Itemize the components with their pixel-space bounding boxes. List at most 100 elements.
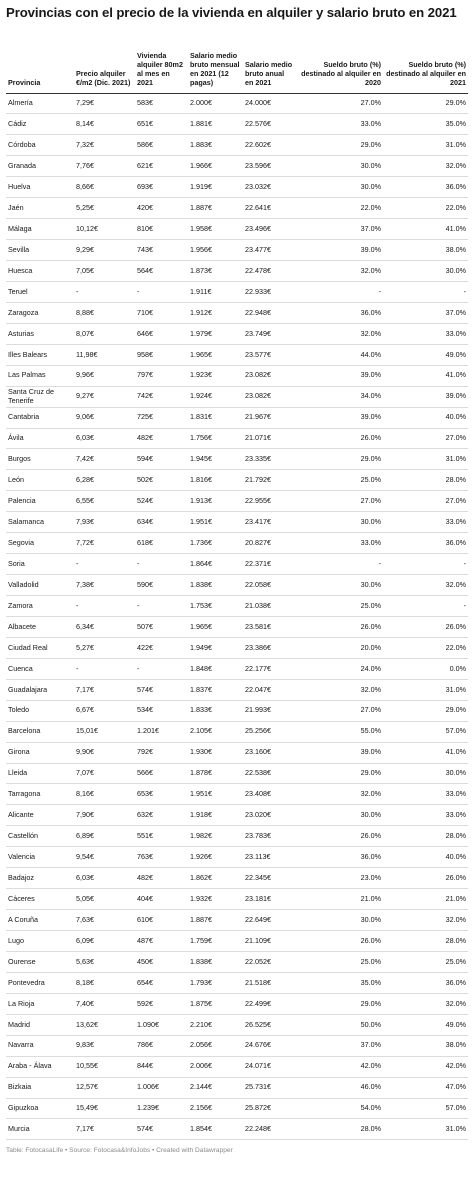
table-row: Zaragoza 8,88€ 710€ 1.912€ 22.948€ 36.0% 37.0% — [6, 302, 468, 324]
cell-sueldo-2021: 49.0% — [383, 1014, 468, 1036]
cell-salario-anual: 20.827€ — [243, 532, 295, 555]
footer-separator: • — [63, 1147, 70, 1155]
cell-vivienda-alquiler: 646€ — [135, 323, 188, 345]
cell-vivienda-alquiler: - — [135, 281, 188, 303]
cell-salario-anual: 22.641€ — [243, 197, 295, 220]
cell-salario-anual: 21.109€ — [243, 930, 295, 952]
cell-provincia: Jaén — [6, 197, 74, 220]
cell-salario-mensual: 1.854€ — [188, 1118, 243, 1141]
cell-provincia: Zamora — [6, 595, 74, 617]
cell-vivienda-alquiler: 743€ — [135, 239, 188, 261]
cell-sueldo-2021: 30.0% — [383, 260, 468, 282]
cell-salario-mensual: 1.887€ — [188, 197, 243, 220]
cell-salario-anual: 23.496€ — [243, 218, 295, 241]
table-row: Bizkaia 12,57€ 1.006€ 2.144€ 25.731€ 46.0% 47.… — [6, 1077, 468, 1099]
cell-precio-alquiler: 5,05€ — [74, 888, 135, 911]
cell-salario-anual: 23.386€ — [243, 637, 295, 659]
column-header-provincia[interactable]: Provincia — [6, 26, 74, 94]
cell-sueldo-2021: 41.0% — [383, 218, 468, 241]
cell-sueldo-2020: 24.0% — [295, 658, 383, 680]
cell-sueldo-2021: 30.0% — [383, 763, 468, 785]
footer-created: Created with Datawrapper — [156, 1147, 233, 1155]
cell-salario-mensual: 1.949€ — [188, 637, 243, 659]
table-row: Cuenca - -1.848€ 22.177€ 24.0% 0.0% — [6, 658, 468, 680]
cell-sueldo-2021: 47.0% — [383, 1077, 468, 1099]
cell-provincia: Barcelona — [6, 721, 74, 743]
cell-salario-anual: 21.071€ — [243, 428, 295, 450]
table-header: Provincia Precio alquiler €/m2 (Dic. 202… — [6, 26, 468, 94]
cell-sueldo-2021: 40.0% — [383, 407, 468, 429]
table-row: Teruel - -1.911€ 22.933€ - - — [6, 281, 468, 303]
cell-sueldo-2021: 31.0% — [383, 134, 468, 157]
table-row: Guadalajara 7,17€ 574€ 1.837€ 22.047€ 32.0% 31… — [6, 679, 468, 701]
cell-sueldo-2021: 28.0% — [383, 930, 468, 952]
cell-vivienda-alquiler: 507€ — [135, 616, 188, 638]
cell-salario-anual: 26.525€ — [243, 1014, 295, 1036]
column-header-salario-anual[interactable]: Salario medio bruto anual en 2021 — [243, 26, 295, 94]
column-header-sueldo-2021[interactable]: Sueldo bruto (%) destinado al alquiler e… — [383, 26, 468, 94]
table-row: Ourense 5,63€ 450€ 1.838€ 22.052€ 25.0% 25.0% — [6, 951, 468, 973]
cell-precio-alquiler: 8,88€ — [74, 302, 135, 324]
cell-salario-mensual: 2.156€ — [188, 1098, 243, 1120]
footer-source: Source: Fotocasa&InfoJobs — [69, 1147, 151, 1155]
cell-sueldo-2020: 23.0% — [295, 867, 383, 890]
cell-vivienda-alquiler: 725€ — [135, 407, 188, 429]
table-row: Asturias 8,07€ 646€ 1.979€ 23.749€ 32.0% 33.0% — [6, 323, 468, 345]
cell-provincia: Segovia — [6, 532, 74, 555]
cell-salario-mensual: 1.924€ — [188, 386, 243, 408]
cell-salario-mensual: 1.966€ — [188, 155, 243, 178]
cell-sueldo-2020: 30.0% — [295, 909, 383, 931]
cell-provincia: Valencia — [6, 846, 74, 869]
cell-salario-anual: 22.538€ — [243, 763, 295, 785]
data-table: Provincia Precio alquiler €/m2 (Dic. 202… — [6, 26, 468, 1141]
cell-vivienda-alquiler: 621€ — [135, 155, 188, 178]
cell-provincia: Lleida — [6, 763, 74, 785]
cell-precio-alquiler: 6,03€ — [74, 867, 135, 890]
cell-vivienda-alquiler: 574€ — [135, 1118, 188, 1141]
cell-sueldo-2021: 33.0% — [383, 323, 468, 345]
cell-sueldo-2020: 27.0% — [295, 490, 383, 513]
column-header-sueldo-2020[interactable]: Sueldo bruto (%) destinado al alquiler e… — [295, 26, 383, 94]
column-header-precio-alquiler[interactable]: Precio alquiler €/m2 (Dic. 2021) — [74, 26, 135, 94]
cell-salario-mensual: 1.833€ — [188, 700, 243, 722]
cell-vivienda-alquiler: - — [135, 595, 188, 617]
table-row: Gipuzkoa 15,49€ 1.239€ 2.156€ 25.872€ 54.0% 57… — [6, 1098, 468, 1120]
column-header-salario-mensual[interactable]: Salario medio bruto mensual en 2021 (12 … — [188, 26, 243, 94]
cell-salario-mensual: 1.911€ — [188, 281, 243, 303]
table-body: Almería 7,29€ 583€ 2.000€ 24.000€ 27.0% 29.0% C… — [6, 93, 468, 1141]
table-row: Huelva 8,66€ 693€ 1.919€ 23.032€ 30.0% 36.0% — [6, 176, 468, 199]
cell-salario-anual: 23.113€ — [243, 846, 295, 869]
cell-sueldo-2020: 32.0% — [295, 679, 383, 701]
cell-provincia: Palencia — [6, 490, 74, 513]
cell-salario-anual: 25.256€ — [243, 721, 295, 743]
cell-sueldo-2021: - — [383, 281, 468, 303]
table-row: Zamora - -1.753€ 21.038€ 25.0% - — [6, 595, 468, 617]
table-row: Navarra 9,83€ 786€ 2.056€ 24.676€ 37.0% 38.0% — [6, 1035, 468, 1057]
cell-precio-alquiler: 10,12€ — [74, 218, 135, 241]
table-row: Lugo 6,09€ 487€ 1.759€ 21.109€ 26.0% 28.0% — [6, 930, 468, 952]
cell-provincia: Bizkaia — [6, 1077, 74, 1099]
table-row: Almería 7,29€ 583€ 2.000€ 24.000€ 27.0% 29.0% — [6, 93, 468, 115]
cell-salario-mensual: 2.056€ — [188, 1035, 243, 1057]
cell-salario-mensual: 1.912€ — [188, 302, 243, 324]
cell-salario-mensual: 1.793€ — [188, 972, 243, 994]
cell-sueldo-2021: 33.0% — [383, 783, 468, 806]
cell-salario-mensual: 1.864€ — [188, 553, 243, 576]
cell-sueldo-2021: - — [383, 595, 468, 617]
table-row: Cáceres 5,05€ 404€ 1.932€ 23.181€ 21.0% 21.0% — [6, 888, 468, 911]
cell-sueldo-2020: 26.0% — [295, 930, 383, 952]
cell-sueldo-2020: 50.0% — [295, 1014, 383, 1036]
table-row: Pontevedra 8,18€ 654€ 1.793€ 21.518€ 35.0% 36.… — [6, 972, 468, 994]
cell-salario-mensual: 2.105€ — [188, 721, 243, 743]
cell-provincia: A Coruña — [6, 909, 74, 931]
column-header-vivienda-alquiler[interactable]: Vivienda alquiler 80m2 al mes en 2021 — [135, 26, 188, 94]
cell-provincia: Albacete — [6, 616, 74, 638]
cell-precio-alquiler: 8,14€ — [74, 113, 135, 136]
cell-vivienda-alquiler: - — [135, 658, 188, 680]
cell-sueldo-2021: 49.0% — [383, 344, 468, 366]
cell-salario-anual: 22.576€ — [243, 113, 295, 136]
cell-provincia: Lugo — [6, 930, 74, 952]
cell-salario-anual: 24.000€ — [243, 93, 295, 115]
cell-sueldo-2020: 35.0% — [295, 972, 383, 994]
footer: Table: FotocasaLife • Source: Fotocasa&I… — [6, 1147, 469, 1154]
